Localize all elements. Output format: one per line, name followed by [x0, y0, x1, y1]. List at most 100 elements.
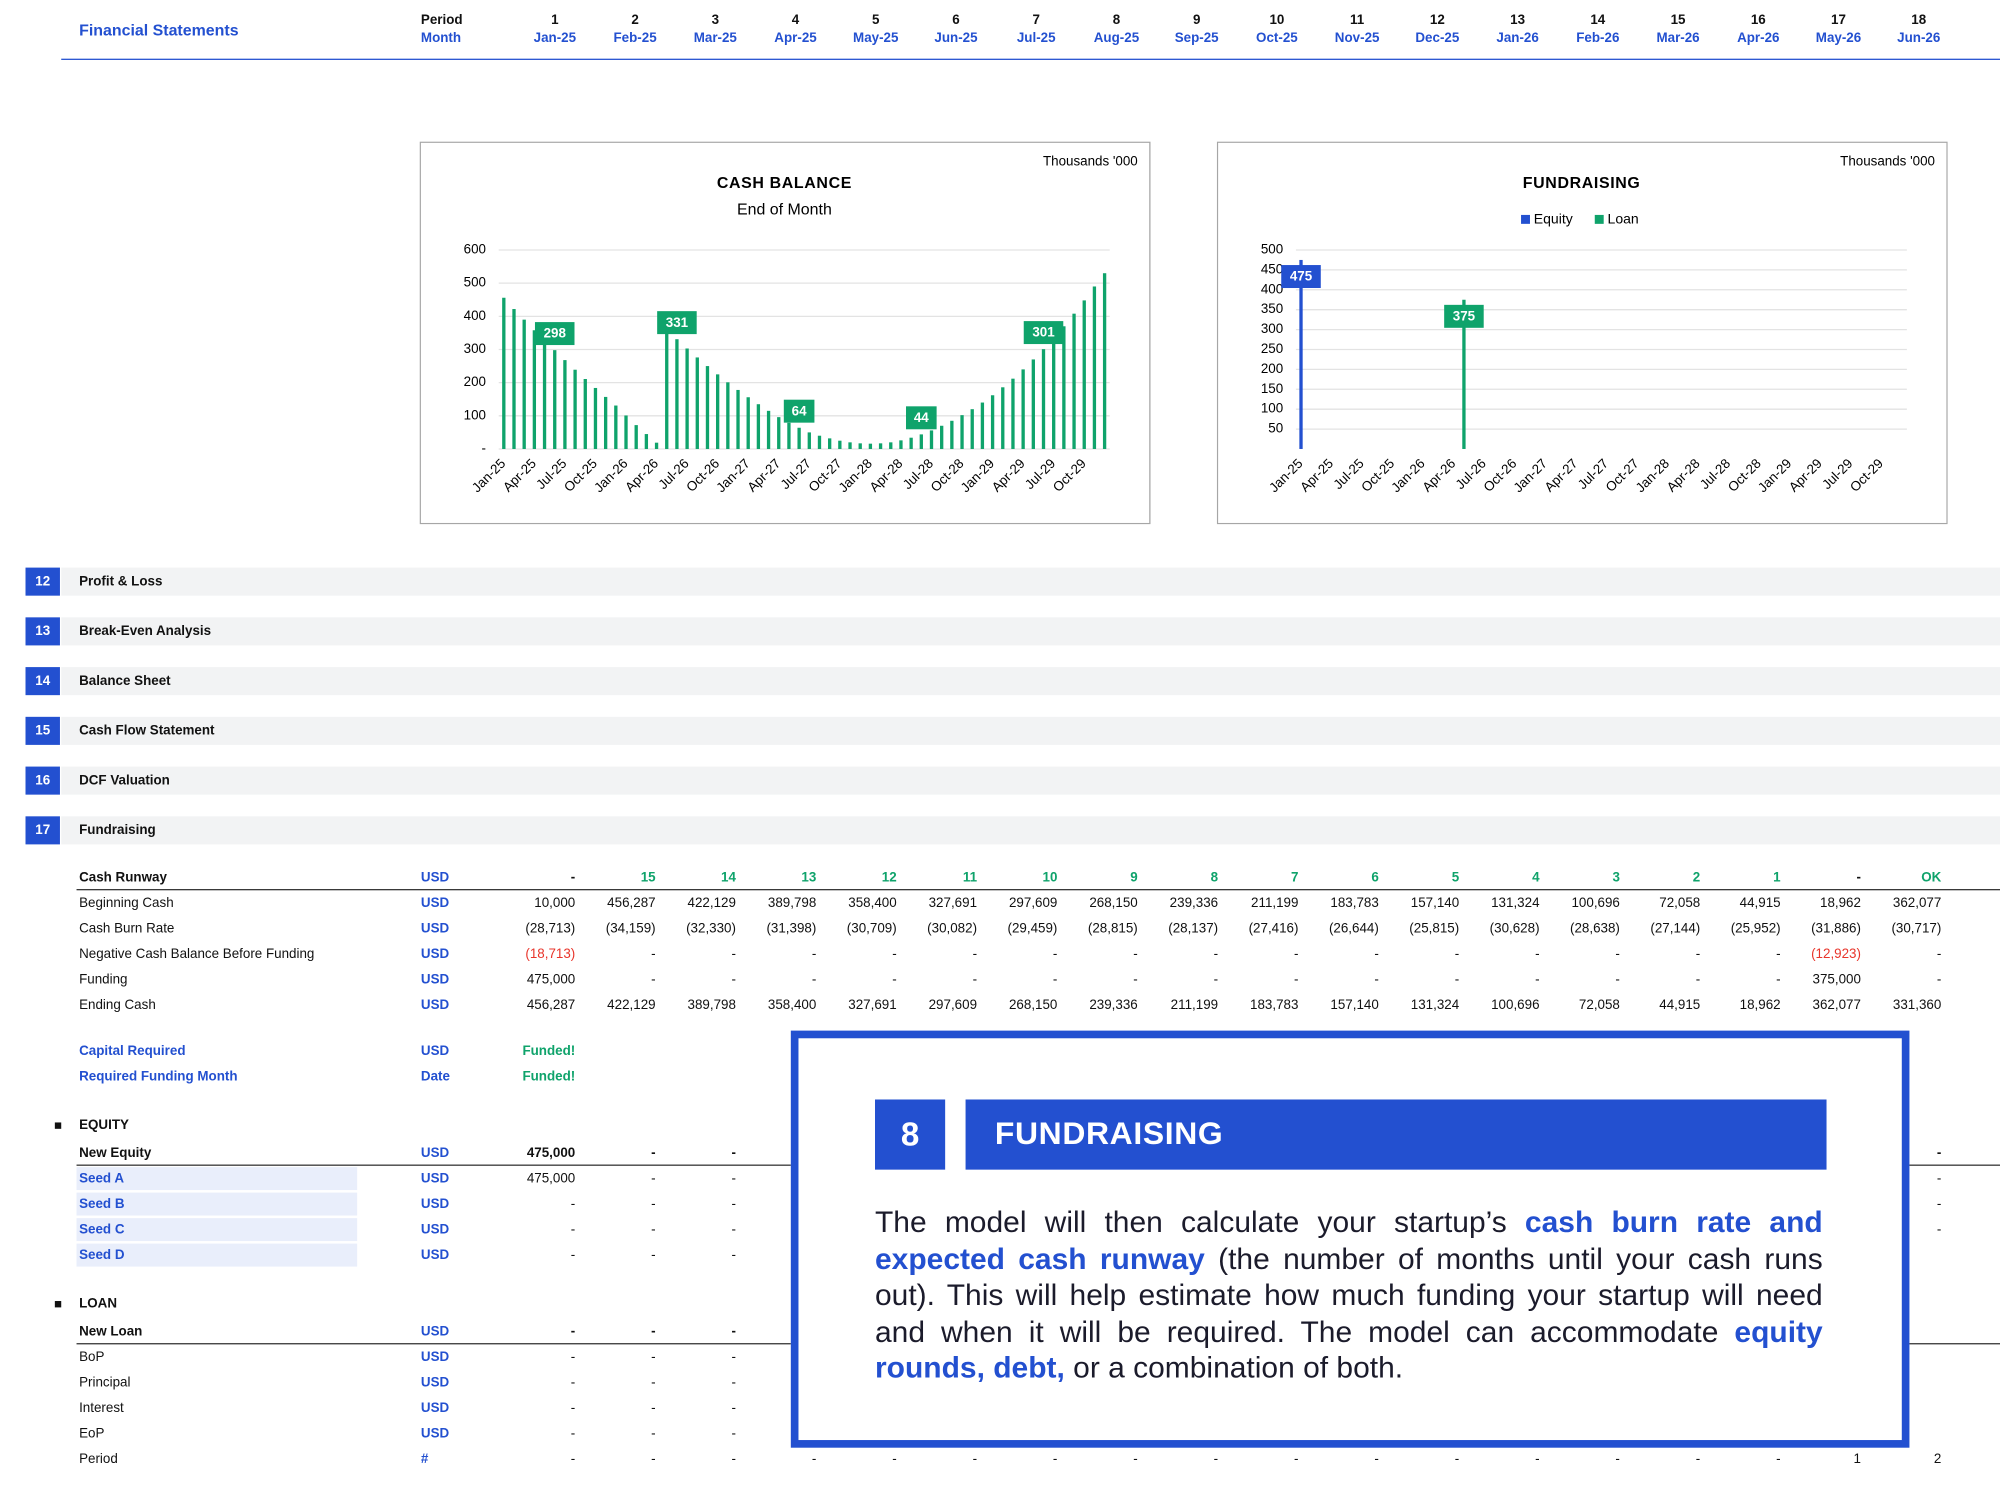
cell: 268,150 [1089, 895, 1138, 911]
bar [603, 396, 608, 449]
cell: - [570, 1374, 576, 1391]
cell: (27,144) [1650, 920, 1701, 937]
unit-note: Thousands '000 [1043, 154, 1138, 169]
label-highlight [76, 1192, 358, 1216]
bar [878, 443, 883, 449]
cell: - [731, 1349, 736, 1365]
period-number: 11 [1350, 12, 1365, 29]
cell: 2 [1692, 869, 1701, 886]
cell: 183,783 [1330, 895, 1379, 911]
bar [970, 409, 974, 449]
bar [858, 443, 862, 449]
cell: 1 [1773, 869, 1781, 886]
data-label: 375 [1453, 308, 1476, 323]
cell: - [1776, 1451, 1781, 1467]
body-text: or a combination of both. [1064, 1350, 1404, 1384]
cell: 475,000 [526, 971, 576, 988]
cell: - [731, 1451, 736, 1467]
month-header: Jun-25 [934, 30, 978, 46]
month-header: May-25 [853, 30, 899, 46]
bar [828, 438, 832, 449]
cell: 475,000 [526, 1170, 576, 1187]
cell: - [1776, 971, 1781, 988]
cell: (25,815) [1409, 920, 1460, 937]
section-number: 15 [35, 723, 51, 739]
period-number: 3 [711, 12, 720, 29]
cell: - [651, 1349, 656, 1365]
row-unit: USD [420, 1145, 450, 1161]
cell: - [1374, 946, 1379, 962]
bar [1092, 286, 1097, 449]
bar [726, 382, 730, 449]
bar [573, 369, 577, 449]
row-unit: Date [420, 1068, 450, 1085]
y-tick-label: 350 [1261, 301, 1283, 316]
period-number: 14 [1590, 12, 1606, 29]
cell: 1 [1853, 1451, 1861, 1467]
row-label: Interest [79, 1400, 124, 1416]
section-number: 13 [35, 623, 51, 640]
cell: - [731, 1426, 736, 1442]
section-number: 16 [35, 772, 51, 789]
period-number: 8 [1112, 12, 1121, 29]
cell: 131,324 [1491, 895, 1540, 911]
cell: - [972, 946, 978, 962]
cell: 157,140 [1410, 895, 1460, 911]
bar [1052, 337, 1056, 449]
cell: - [1615, 971, 1620, 988]
cell: (27,416) [1248, 920, 1299, 937]
cell: 44,915 [1739, 895, 1781, 911]
month-header: Aug-25 [1093, 30, 1140, 46]
bar [736, 389, 740, 449]
cell: - [1454, 1451, 1460, 1467]
period-number: 5 [872, 12, 880, 29]
row-unit: USD [420, 1349, 450, 1365]
cell: (32,330) [686, 920, 736, 937]
cell: 13 [801, 869, 817, 886]
cell: - [1213, 1451, 1219, 1467]
cell: 211,199 [1251, 895, 1299, 911]
cell: - [1133, 971, 1138, 988]
cell: 131,324 [1410, 997, 1460, 1013]
header-rule [61, 58, 2000, 60]
bar [583, 379, 587, 449]
cell: 44,915 [1659, 997, 1701, 1013]
row-label: Seed B [79, 1196, 125, 1212]
cell: (30,709) [846, 920, 897, 937]
row-label: Beginning Cash [79, 895, 174, 911]
cell: 157,140 [1330, 997, 1379, 1013]
cell: - [1615, 1451, 1620, 1467]
legend-label: Loan [1608, 211, 1639, 227]
section-number-box [25, 766, 60, 795]
cell: 11 [962, 869, 978, 886]
cell: (30,717) [1891, 920, 1942, 937]
label-highlight [76, 1167, 358, 1191]
cell: - [892, 946, 897, 962]
period-number: 4 [791, 12, 800, 29]
bar [563, 360, 567, 449]
row-unit: USD [420, 1221, 450, 1238]
cell: - [651, 971, 656, 988]
bar [929, 430, 934, 449]
period-number: 18 [1911, 12, 1927, 29]
cell: 358,400 [848, 895, 897, 911]
row-unit: USD [420, 1426, 450, 1442]
cell: 362,077 [1812, 997, 1861, 1013]
period-number: 12 [1429, 12, 1445, 29]
cell: - [892, 1451, 897, 1467]
data-label: 64 [792, 403, 807, 418]
section-title: Profit & Loss [79, 573, 163, 590]
cell: 327,691 [848, 997, 897, 1013]
row-label: Required Funding Month [79, 1068, 238, 1085]
month-header: Jan-26 [1496, 30, 1539, 46]
cell: - [1936, 971, 1942, 988]
cell: 18,962 [1819, 895, 1861, 911]
cell: 211,199 [1170, 997, 1219, 1013]
bar [1041, 349, 1046, 449]
cell: - [651, 1145, 656, 1161]
y-tick-label: - [482, 441, 486, 456]
bar [1299, 259, 1303, 449]
header-title: Financial Statements [79, 21, 239, 40]
bar [624, 415, 628, 449]
